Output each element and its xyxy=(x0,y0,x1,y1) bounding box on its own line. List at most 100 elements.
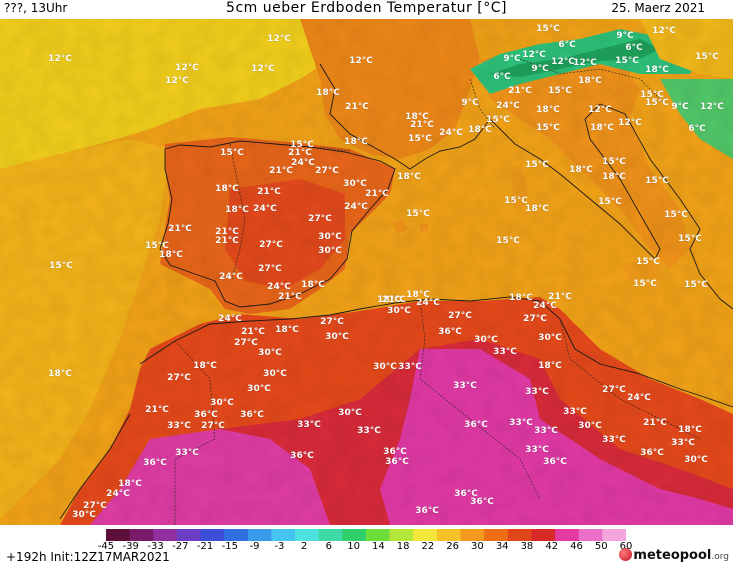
forecast-time-label: ???, 13Uhr xyxy=(4,1,68,15)
temperature-label: 12°C xyxy=(700,102,724,112)
scale-tick-label: 26 xyxy=(446,541,460,552)
temperature-label: 15°C xyxy=(633,279,657,289)
scale-segment xyxy=(413,529,438,541)
temperature-label: 30°C xyxy=(343,179,367,189)
scale-segment xyxy=(555,529,580,541)
temperature-label: 18°C xyxy=(590,123,614,133)
temperature-label: 18°C xyxy=(377,295,401,305)
temperature-label: 15°C xyxy=(602,157,626,167)
temperature-label: 18°C xyxy=(509,293,533,303)
temperature-label: 18°C xyxy=(602,172,626,182)
temperature-label: 18°C xyxy=(118,479,142,489)
scale-segment xyxy=(366,529,391,541)
temperature-label: 36°C xyxy=(143,458,167,468)
temperature-label: 18°C xyxy=(215,184,239,194)
scale-segment xyxy=(531,529,556,541)
scale-tick-label: -15 xyxy=(221,541,238,552)
temperature-label: 30°C xyxy=(263,369,287,379)
temperature-label: 33°C xyxy=(453,381,477,391)
temperature-label: 27°C xyxy=(308,214,332,224)
temperature-label: 30°C xyxy=(247,384,271,394)
temperature-label: 36°C xyxy=(470,497,494,507)
temperature-label: 33°C xyxy=(398,362,422,372)
temperature-label: 12°C xyxy=(251,64,275,74)
temperature-label: 27°C xyxy=(315,166,339,176)
scale-segment xyxy=(318,529,343,541)
temperature-label: 36°C xyxy=(543,457,567,467)
temperature-label: 18°C xyxy=(406,290,430,300)
map-canvas xyxy=(0,19,733,525)
meteopool-logo[interactable]: meteopool.org xyxy=(619,548,729,563)
footer-bar: -45 -39 -33 -27 -21 -15 -9 -3 2 6 10 14 18 22 26 30 34 38… xyxy=(0,525,733,566)
scale-segment xyxy=(153,529,178,541)
scale-tick-label: 60 xyxy=(619,541,633,552)
temperature-label: 33°C xyxy=(167,421,191,431)
temperature-label: 36°C xyxy=(383,447,407,457)
temperature-label: 33°C xyxy=(525,387,549,397)
temperature-label: 15°C xyxy=(598,197,622,207)
temperature-label: 27°C xyxy=(258,264,282,274)
scale-segment xyxy=(271,529,296,541)
logo-tld: .org xyxy=(711,552,729,562)
temperature-label: 33°C xyxy=(297,420,321,430)
temperature-label: 36°C xyxy=(640,448,664,458)
temperature-label: 18°C xyxy=(405,112,429,122)
temperature-label: 30°C xyxy=(684,455,708,465)
temperature-label: 15°C xyxy=(290,140,314,150)
temperature-label: 21°C xyxy=(215,236,239,246)
temperature-label: 27°C xyxy=(234,338,258,348)
temperature-label: 21°C xyxy=(365,189,389,199)
scale-tick-label: -39 xyxy=(122,541,139,552)
temperature-label: 24°C xyxy=(344,202,368,212)
scale-segment xyxy=(224,529,249,541)
temperature-label: 12°C xyxy=(349,56,373,66)
temperature-label: 21°C xyxy=(257,187,281,197)
temperature-label: 27°C xyxy=(448,311,472,321)
scale-segment xyxy=(106,529,131,541)
temperature-label: 15°C xyxy=(406,209,430,219)
temperature-label: 24°C xyxy=(291,158,315,168)
temperature-label: 27°C xyxy=(523,314,547,324)
temperature-label: 18°C xyxy=(316,88,340,98)
scale-tick-label: -21 xyxy=(196,541,214,552)
temperature-label: 30°C xyxy=(373,362,397,372)
temperature-label: 36°C xyxy=(464,420,488,430)
temperature-label: 18°C xyxy=(569,165,593,175)
temperature-label: 36°C xyxy=(438,327,462,337)
logo-icon xyxy=(619,548,633,561)
temperature-label: 21°C xyxy=(278,292,302,302)
temperature-label: 15°C xyxy=(684,280,708,290)
temperature-label: 30°C xyxy=(538,333,562,343)
temperature-label: 15°C xyxy=(615,56,639,66)
temperature-label: 6°C xyxy=(493,72,511,82)
temperature-label: 18°C xyxy=(525,204,549,214)
coastlines xyxy=(59,63,733,520)
temperature-label: 33°C xyxy=(671,438,695,448)
temperature-label: 21°C xyxy=(288,148,312,158)
temperature-label: 9°C xyxy=(461,98,479,108)
temperature-label: 30°C xyxy=(210,398,234,408)
scale-segment xyxy=(507,529,532,541)
scale-tick-label: 10 xyxy=(347,541,360,552)
temperature-label: 21°C xyxy=(269,166,293,176)
temperature-label: 9°C xyxy=(671,102,689,112)
temperature-label: 21°C xyxy=(508,86,532,96)
scale-segment xyxy=(342,529,367,541)
scale-segment xyxy=(602,529,626,541)
country-borders xyxy=(174,58,701,525)
temperature-label: 9°C xyxy=(503,54,521,64)
scale-segment xyxy=(436,529,462,541)
temperature-label: 12°C xyxy=(618,118,642,128)
temperature-label: 33°C xyxy=(357,426,381,436)
temperature-label: 21°C xyxy=(345,102,369,112)
temperature-label: 15°C xyxy=(504,196,528,206)
temperature-label: 18°C xyxy=(159,250,183,260)
scale-segment xyxy=(389,529,414,541)
temperature-label: 9°C xyxy=(616,31,634,41)
temperature-label: 6°C xyxy=(688,124,706,134)
temperature-label: 15°C xyxy=(645,98,669,108)
scale-tick-label: 50 xyxy=(594,541,608,552)
scale-tick-label: 34 xyxy=(495,541,509,552)
temperature-label: 18°C xyxy=(578,76,602,86)
temperature-label: 18°C xyxy=(48,369,72,379)
